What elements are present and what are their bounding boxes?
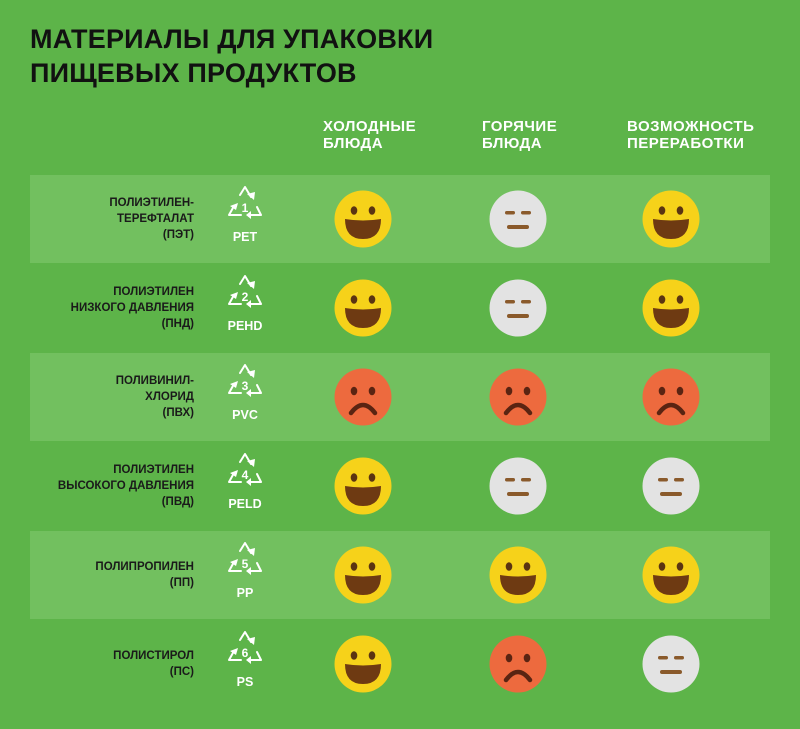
- column-header-line: ВОЗМОЖНОСТЬ: [627, 118, 755, 135]
- recycling-triangle-icon: [228, 453, 262, 486]
- column-header-cold: ХОЛОДНЫЕ БЛЮДА: [323, 118, 473, 152]
- column-header-line: ХОЛОДНЫЕ: [323, 118, 417, 135]
- material-name-line: ПОЛИПРОПИЛЕН: [95, 561, 194, 573]
- recycling-triangle-icon: [228, 186, 262, 219]
- material-name-line: (ПНД): [161, 318, 194, 330]
- table-row: ПОЛИЭТИЛЕН- ТЕРЕФТАЛАТ (ПЭТ) 1 PET: [30, 175, 770, 263]
- recycling-number: 6: [241, 646, 249, 660]
- title-line-2: ПИЩЕВЫХ ПРОДУКТОВ: [30, 58, 357, 88]
- recycling-code-label: PP: [236, 586, 254, 600]
- material-name: ПОЛИПРОПИЛЕН (ПП): [14, 531, 194, 619]
- recycling-code-label: PEHD: [227, 319, 263, 333]
- recycling-number: 5: [241, 557, 249, 571]
- material-name-line: (ПЭТ): [162, 229, 194, 241]
- table-row: ПОЛИЭТИЛЕН НИЗКОГО ДАВЛЕНИЯ (ПНД) 2 PEHD: [30, 264, 770, 352]
- table-row: ПОЛИПРОПИЛЕН (ПП) 5 PP: [30, 531, 770, 619]
- recycling-triangle-icon: [228, 275, 262, 308]
- material-name-line: ПОЛИЭТИЛЕН: [113, 464, 194, 476]
- recycling-code-icon: 3 PVC: [215, 361, 275, 433]
- material-name-line: (ПС): [169, 666, 194, 678]
- recyclability-neutral-face-icon: [642, 635, 700, 693]
- material-name: ПОЛИЭТИЛЕН ВЫСОКОГО ДАВЛЕНИЯ (ПВД): [14, 442, 194, 530]
- hot-dishes-sad-face-icon: [489, 368, 547, 426]
- recyclability-sad-face-icon: [642, 368, 700, 426]
- recycling-code-icon: 6 PS: [215, 628, 275, 700]
- column-header-hot: ГОРЯЧИЕ БЛЮДА: [482, 118, 632, 152]
- recycling-code-icon: 4 PELD: [215, 450, 275, 522]
- recycling-number: 4: [241, 468, 249, 482]
- cold-dishes-sad-face-icon: [334, 368, 392, 426]
- material-name: ПОЛИСТИРОЛ (ПС): [14, 620, 194, 708]
- cold-dishes-happy-face-icon: [334, 546, 392, 604]
- table-row: ПОЛИВИНИЛ- ХЛОРИД (ПВХ) 3 PVC: [30, 353, 770, 441]
- recyclability-happy-face-icon: [642, 279, 700, 337]
- column-header-line: БЛЮДА: [482, 135, 543, 152]
- material-name-line: ПОЛИЭТИЛЕН: [113, 286, 194, 298]
- hot-dishes-neutral-face-icon: [489, 190, 547, 248]
- recyclability-neutral-face-icon: [642, 457, 700, 515]
- recycling-triangle-icon: [228, 364, 262, 397]
- hot-dishes-sad-face-icon: [489, 635, 547, 693]
- material-name-line: ВЫСОКОГО ДАВЛЕНИЯ: [57, 480, 194, 492]
- recycling-number: 3: [241, 379, 249, 393]
- material-name: ПОЛИЭТИЛЕН НИЗКОГО ДАВЛЕНИЯ (ПНД): [14, 264, 194, 352]
- material-name-line: ТЕРЕФТАЛАТ: [117, 213, 194, 225]
- hot-dishes-happy-face-icon: [489, 546, 547, 604]
- recycling-code-icon: 1 PET: [215, 183, 275, 255]
- cold-dishes-happy-face-icon: [334, 190, 392, 248]
- column-header-line: ГОРЯЧИЕ: [482, 118, 558, 135]
- table-row: ПОЛИСТИРОЛ (ПС) 6 PS: [30, 620, 770, 708]
- material-name-line: (ПВД): [161, 496, 194, 508]
- page-title: МАТЕРИАЛЫ ДЛЯ УПАКОВКИ ПИЩЕВЫХ ПРОДУКТОВ: [30, 22, 433, 90]
- material-name: ПОЛИЭТИЛЕН- ТЕРЕФТАЛАТ (ПЭТ): [14, 175, 194, 263]
- material-name-line: ХЛОРИД: [145, 391, 194, 403]
- recycling-code-label: PVC: [232, 408, 258, 422]
- recycling-triangle-icon: [228, 631, 262, 664]
- hot-dishes-neutral-face-icon: [489, 457, 547, 515]
- material-name-line: НИЗКОГО ДАВЛЕНИЯ: [70, 302, 194, 314]
- column-header-recycling: ВОЗМОЖНОСТЬ ПЕРЕРАБОТКИ: [627, 118, 777, 152]
- recycling-code-label: PET: [232, 230, 258, 244]
- hot-dishes-neutral-face-icon: [489, 279, 547, 337]
- recyclability-happy-face-icon: [642, 190, 700, 248]
- recycling-code-label: PELD: [228, 497, 262, 511]
- material-name-line: ПОЛИЭТИЛЕН-: [109, 197, 194, 209]
- recyclability-happy-face-icon: [642, 546, 700, 604]
- material-name-line: ПОЛИВИНИЛ-: [115, 375, 194, 387]
- material-name-line: (ПВХ): [162, 407, 194, 419]
- table-row: ПОЛИЭТИЛЕН ВЫСОКОГО ДАВЛЕНИЯ (ПВД) 4 PELD: [30, 442, 770, 530]
- material-name-line: ПОЛИСТИРОЛ: [113, 650, 194, 662]
- recycling-number: 2: [241, 290, 249, 304]
- recycling-number: 1: [241, 201, 249, 215]
- cold-dishes-happy-face-icon: [334, 279, 392, 337]
- material-name-line: (ПП): [169, 577, 194, 589]
- column-header-line: ПЕРЕРАБОТКИ: [627, 135, 745, 152]
- title-line-1: МАТЕРИАЛЫ ДЛЯ УПАКОВКИ: [30, 24, 434, 54]
- recycling-code-icon: 5 PP: [215, 539, 275, 611]
- cold-dishes-happy-face-icon: [334, 457, 392, 515]
- column-header-line: БЛЮДА: [323, 135, 384, 152]
- cold-dishes-happy-face-icon: [334, 635, 392, 693]
- recycling-code-icon: 2 PEHD: [215, 272, 275, 344]
- recycling-triangle-icon: [228, 542, 262, 575]
- material-name: ПОЛИВИНИЛ- ХЛОРИД (ПВХ): [14, 353, 194, 441]
- recycling-code-label: PS: [236, 675, 254, 689]
